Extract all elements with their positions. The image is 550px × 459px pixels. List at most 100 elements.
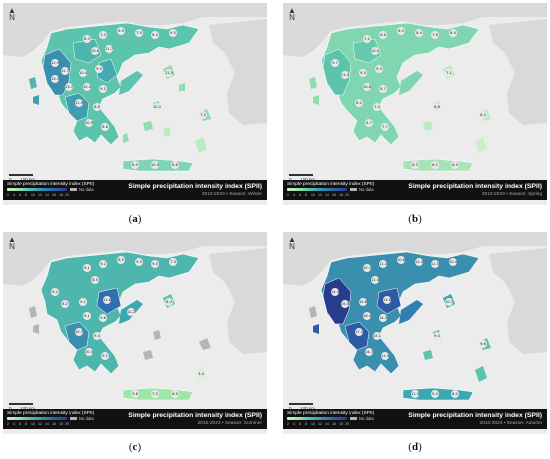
- svg-text:10.1: 10.1: [363, 266, 371, 270]
- scale-bar: 0 100 km: [289, 174, 315, 182]
- svg-text:14.7: 14.7: [365, 350, 373, 354]
- caption-b: (b): [408, 213, 422, 225]
- svg-text:6.2: 6.2: [480, 113, 486, 117]
- svg-text:14.2: 14.2: [379, 316, 387, 320]
- legend-nodata-label: No data: [359, 187, 374, 192]
- svg-text:10.7: 10.7: [445, 300, 453, 304]
- svg-text:9.4: 9.4: [94, 334, 100, 338]
- svg-text:11.9: 11.9: [381, 354, 390, 358]
- svg-text:9.0: 9.0: [152, 262, 158, 266]
- svg-text:8.9: 8.9: [132, 163, 138, 167]
- svg-text:5.6: 5.6: [132, 392, 138, 396]
- svg-text:8.0: 8.0: [398, 29, 404, 33]
- svg-text:8.6: 8.6: [172, 163, 178, 167]
- svg-text:7.0: 7.0: [100, 33, 106, 37]
- svg-text:11.7: 11.7: [105, 47, 113, 51]
- svg-text:6.3: 6.3: [412, 163, 418, 167]
- svg-text:15.6: 15.6: [359, 300, 368, 304]
- svg-text:10.0: 10.0: [371, 49, 380, 53]
- svg-text:15.0: 15.0: [341, 302, 350, 306]
- map-panel-summer: 9.1 9.2 8.5 9.3 9.0 7.3 8.5 9.2 8.2 9.1 …: [3, 232, 267, 434]
- svg-text:8.2: 8.2: [62, 302, 68, 306]
- svg-text:7.1: 7.1: [364, 37, 370, 41]
- svg-text:7.6: 7.6: [432, 33, 438, 37]
- svg-text:9.5: 9.5: [360, 71, 366, 75]
- caption-c: (c): [128, 441, 142, 453]
- svg-text:10.4: 10.4: [449, 260, 458, 264]
- svg-text:9.2: 9.2: [100, 262, 106, 266]
- svg-text:8.7: 8.7: [380, 87, 386, 91]
- svg-text:9.1: 9.1: [84, 314, 90, 318]
- svg-text:9.1: 9.1: [84, 266, 90, 270]
- svg-text:7.0: 7.0: [136, 31, 142, 35]
- svg-text:9.9: 9.9: [96, 67, 102, 71]
- legend-heading: Simple precipitation intensity index (SP…: [408, 183, 542, 190]
- svg-text:8.4: 8.4: [450, 31, 456, 35]
- legend-color-ramp: [287, 188, 347, 191]
- svg-text:7.2: 7.2: [200, 113, 206, 117]
- svg-text:8.6: 8.6: [102, 125, 108, 129]
- legend-nodata-label: No data: [79, 187, 94, 192]
- svg-text:6.7: 6.7: [366, 121, 372, 125]
- legend-bar: Simple precipitation intensity index (SP…: [283, 180, 547, 200]
- greece-map-spring: 7.1 6.6 8.0 8.4 7.6 8.4 10.0 9.7 11.0 9.…: [283, 3, 547, 205]
- svg-text:6.8: 6.8: [434, 105, 440, 109]
- svg-text:12.9: 12.9: [51, 61, 60, 65]
- svg-text:10.4: 10.4: [85, 350, 94, 354]
- scale-bar: 0 100 km: [289, 403, 315, 411]
- svg-text:8.4: 8.4: [152, 33, 158, 37]
- svg-text:12.3: 12.3: [415, 260, 423, 264]
- legend-title: Simple precipitation intensity index (SP…: [7, 182, 95, 187]
- svg-text:7.4: 7.4: [374, 105, 380, 109]
- svg-text:9.4: 9.4: [432, 392, 438, 396]
- svg-text:8.3: 8.3: [84, 37, 90, 41]
- legend-nodata-swatch: [350, 188, 357, 191]
- legend-title: Simple precipitation intensity index (SP…: [287, 411, 375, 416]
- svg-text:7.2: 7.2: [152, 392, 158, 396]
- map-panel-autumn: 10.1 11.2 10.8 12.3 11.5 10.4 11.4 14.3 …: [283, 232, 547, 434]
- svg-text:11.3: 11.3: [411, 392, 419, 396]
- svg-text:9.6: 9.6: [480, 342, 486, 346]
- svg-text:11.2: 11.2: [379, 262, 387, 266]
- caption-a: (a): [128, 213, 142, 225]
- legend-title: Simple precipitation intensity index (SP…: [287, 182, 375, 187]
- svg-text:13.8: 13.8: [383, 298, 392, 302]
- svg-text:15.1: 15.1: [373, 334, 381, 338]
- svg-text:11.5: 11.5: [431, 262, 439, 266]
- greece-map-summer: 9.1 9.2 8.5 9.3 9.0 7.3 8.5 9.2 8.2 9.1 …: [3, 232, 267, 434]
- svg-text:6.9: 6.9: [172, 392, 178, 396]
- svg-text:9.4: 9.4: [434, 334, 440, 338]
- svg-text:11.4: 11.4: [371, 278, 380, 282]
- legend-bar: Simple precipitation intensity index (SP…: [3, 180, 267, 200]
- svg-text:10.7: 10.7: [75, 330, 83, 334]
- legend-title: Simple precipitation intensity index (SP…: [7, 411, 95, 416]
- svg-text:8.5: 8.5: [118, 258, 124, 262]
- svg-text:9.3: 9.3: [376, 67, 382, 71]
- svg-text:14.3: 14.3: [331, 290, 339, 294]
- svg-text:11.9: 11.9: [75, 101, 84, 105]
- svg-text:8.5: 8.5: [92, 278, 98, 282]
- svg-text:13.3: 13.3: [51, 77, 59, 81]
- svg-text:10.4: 10.4: [79, 71, 88, 75]
- map-panel-winter: 8.3 7.0 6.9 7.0 8.4 9.5 10.6 11.7 12.9 1…: [3, 3, 267, 205]
- svg-text:9.2: 9.2: [102, 354, 108, 358]
- svg-text:8.8: 8.8: [94, 105, 100, 109]
- legend-color-ramp: [287, 417, 347, 420]
- svg-text:10.6: 10.6: [363, 85, 372, 89]
- north-arrow-icon: ▲ N: [288, 6, 296, 22]
- svg-text:10.8: 10.8: [397, 258, 406, 262]
- svg-text:10.0: 10.0: [151, 163, 160, 167]
- svg-text:7.1: 7.1: [446, 71, 452, 75]
- legend-subtitle: 2010-2023 • Season: Spring: [481, 192, 542, 197]
- legend-heading: Simple precipitation intensity index (SP…: [128, 183, 262, 190]
- greece-map-winter: 8.3 7.0 6.9 7.0 8.4 9.5 10.6 11.7 12.9 1…: [3, 3, 267, 205]
- north-arrow-icon: ▲ N: [288, 235, 296, 251]
- svg-text:9.1: 9.1: [100, 87, 106, 91]
- svg-text:13.7: 13.7: [65, 85, 73, 89]
- legend-nodata-swatch: [350, 417, 357, 420]
- svg-text:6.6: 6.6: [380, 33, 386, 37]
- svg-text:7.3: 7.3: [170, 260, 176, 264]
- svg-text:9.7: 9.7: [332, 61, 338, 65]
- svg-text:9.2: 9.2: [52, 290, 58, 294]
- north-arrow-icon: ▲ N: [8, 235, 16, 251]
